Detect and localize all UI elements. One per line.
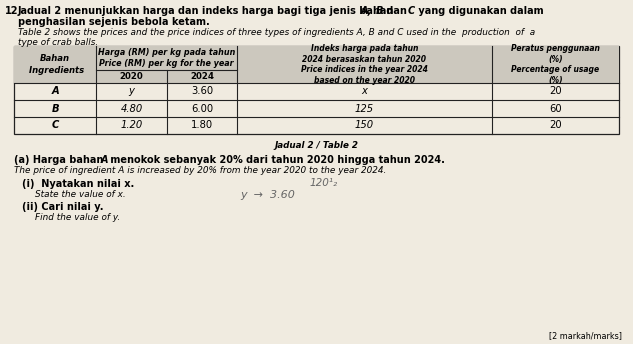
Text: 120¹₂: 120¹₂ — [310, 178, 338, 188]
Text: The price of ingredient A is increased by 20% from the year 2020 to the year 202: The price of ingredient A is increased b… — [14, 166, 386, 175]
Text: Harga (RM) per kg pada tahun
Price (RM) per kg for the year: Harga (RM) per kg pada tahun Price (RM) … — [98, 48, 235, 68]
Bar — [14, 46, 619, 83]
Text: Indeks harga pada tahun
2024 berasaskan tahun 2020
Price indices in the year 202: Indeks harga pada tahun 2024 berasaskan … — [301, 44, 428, 85]
Text: C: C — [408, 6, 415, 16]
Text: 125: 125 — [355, 104, 374, 114]
Text: 12: 12 — [5, 6, 18, 16]
Text: 3.60: 3.60 — [191, 86, 213, 97]
Text: dan: dan — [383, 6, 410, 16]
Text: [2 markah/marks]: [2 markah/marks] — [549, 331, 622, 340]
Text: Bahan
 Ingredients: Bahan Ingredients — [26, 54, 84, 75]
Text: 1.80: 1.80 — [191, 120, 213, 130]
Text: (ii) Cari nilai y.: (ii) Cari nilai y. — [22, 202, 104, 212]
Text: 150: 150 — [355, 120, 374, 130]
Text: 4.80: 4.80 — [120, 104, 142, 114]
Text: A: A — [51, 86, 59, 97]
Text: Jadual 2 menunjukkan harga dan indeks harga bagi tiga jenis bahan: Jadual 2 menunjukkan harga dan indeks ha… — [18, 6, 401, 16]
Text: (a) Harga bahan: (a) Harga bahan — [14, 155, 107, 165]
Text: C: C — [51, 120, 59, 130]
Text: A: A — [101, 155, 108, 165]
Text: type of crab balls.: type of crab balls. — [18, 38, 98, 47]
Text: 2024: 2024 — [190, 72, 214, 81]
Text: 20: 20 — [549, 86, 561, 97]
Text: penghasilan sejenis bebola ketam.: penghasilan sejenis bebola ketam. — [18, 17, 210, 27]
Text: 2020: 2020 — [120, 72, 144, 81]
Text: State the value of x.: State the value of x. — [35, 190, 126, 199]
Text: Find the value of y.: Find the value of y. — [35, 213, 120, 222]
Text: B: B — [51, 104, 59, 114]
Text: A,: A, — [361, 6, 372, 16]
Text: 6.00: 6.00 — [191, 104, 213, 114]
Text: Peratus penggunaan
(%)
Percentage of usage
(%): Peratus penggunaan (%) Percentage of usa… — [511, 44, 600, 85]
Bar — [14, 46, 619, 134]
Text: yang digunakan dalam: yang digunakan dalam — [415, 6, 544, 16]
Text: 1.20: 1.20 — [120, 120, 142, 130]
Text: x: x — [361, 86, 367, 97]
Text: Jadual 2 / Table 2: Jadual 2 / Table 2 — [275, 141, 358, 150]
Text: menokok sebanyak 20% dari tahun 2020 hingga tahun 2024.: menokok sebanyak 20% dari tahun 2020 hin… — [107, 155, 445, 165]
Text: y: y — [128, 86, 135, 97]
Text: (i)  Nyatakan nilai x.: (i) Nyatakan nilai x. — [22, 179, 134, 189]
Text: 20: 20 — [549, 120, 561, 130]
Text: 60: 60 — [549, 104, 561, 114]
Text: B: B — [376, 6, 384, 16]
Text: Table 2 shows the prices and the price indices of three types of ingredients A, : Table 2 shows the prices and the price i… — [18, 28, 536, 37]
Text: y  →  3.60: y → 3.60 — [240, 190, 295, 200]
